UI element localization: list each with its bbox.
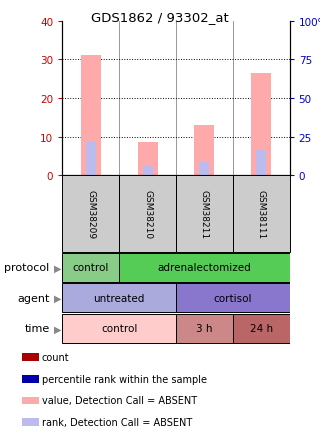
Bar	[62, 253, 119, 283]
Text: adrenalectomized: adrenalectomized	[157, 263, 251, 273]
Text: cortisol: cortisol	[213, 293, 252, 303]
Bar	[22, 418, 39, 426]
Bar	[62, 314, 176, 343]
Bar	[233, 176, 290, 253]
Bar	[143, 166, 153, 176]
Text: agent: agent	[17, 293, 50, 303]
Bar	[22, 354, 39, 362]
Text: GDS1862 / 93302_at: GDS1862 / 93302_at	[91, 11, 229, 24]
Bar	[62, 283, 176, 313]
Text: rank, Detection Call = ABSENT: rank, Detection Call = ABSENT	[42, 417, 192, 427]
Text: 24 h: 24 h	[250, 324, 273, 333]
Text: percentile rank within the sample: percentile rank within the sample	[42, 374, 207, 384]
Text: ▶: ▶	[54, 293, 62, 303]
Bar	[251, 74, 271, 176]
Text: 3 h: 3 h	[196, 324, 213, 333]
Text: control: control	[101, 324, 137, 333]
Bar	[119, 176, 176, 253]
Bar	[176, 314, 233, 343]
Text: count: count	[42, 352, 69, 362]
Bar	[22, 375, 39, 383]
Bar	[256, 151, 266, 176]
Bar	[138, 143, 157, 176]
Text: GSM38210: GSM38210	[143, 190, 152, 239]
Bar	[62, 176, 119, 253]
Bar	[119, 253, 290, 283]
Bar	[199, 162, 209, 176]
Bar	[86, 143, 96, 176]
Bar	[81, 56, 101, 176]
Text: ▶: ▶	[54, 263, 62, 273]
Bar	[195, 126, 214, 176]
Text: control: control	[73, 263, 109, 273]
Text: GSM38111: GSM38111	[257, 190, 266, 239]
Text: untreated: untreated	[93, 293, 145, 303]
Text: GSM38209: GSM38209	[86, 190, 95, 239]
Bar	[233, 314, 290, 343]
Text: GSM38211: GSM38211	[200, 190, 209, 239]
Text: time: time	[24, 324, 50, 333]
Bar	[176, 176, 233, 253]
Bar	[22, 397, 39, 404]
Text: ▶: ▶	[54, 324, 62, 333]
Text: protocol: protocol	[4, 263, 50, 273]
Text: value, Detection Call = ABSENT: value, Detection Call = ABSENT	[42, 395, 197, 405]
Bar	[176, 283, 290, 313]
